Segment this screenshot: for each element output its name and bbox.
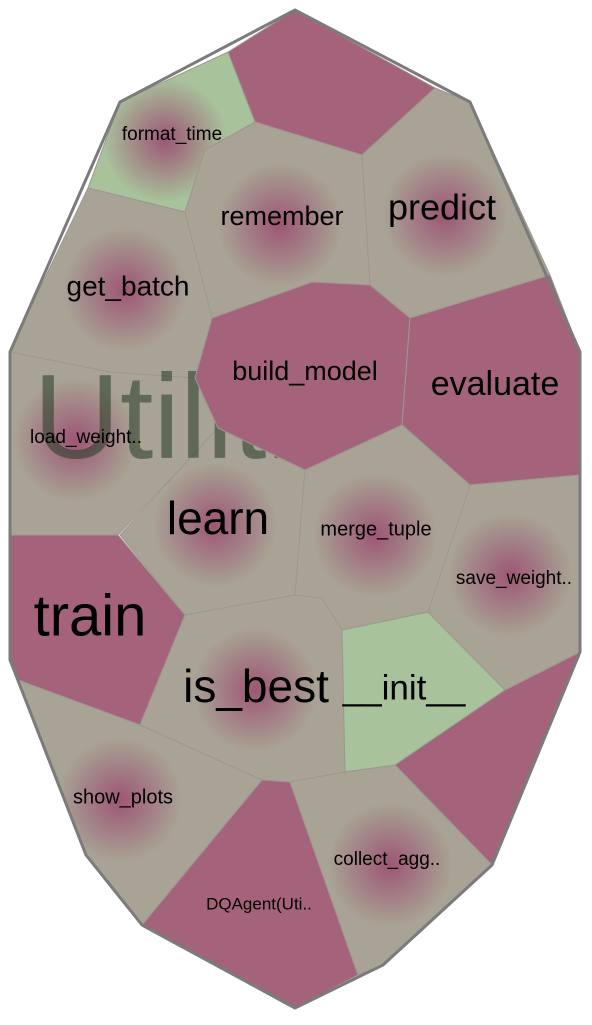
cell-label: DQAgent(Uti.. [206,894,312,913]
cell-label: get_batch [67,270,190,301]
cell-label: learn [167,492,269,544]
outer-boundary [8,8,582,1010]
cell-label: evaluate [431,365,560,403]
label-group: format_time remember predict get_batchbuild… [30,124,572,913]
upper-cell-group [9,9,581,1009]
cell-label: show_plots [73,786,173,808]
cell-label: format_time [122,124,222,145]
cell-merge-tuple [294,424,471,631]
lower-cell-group [194,274,581,691]
cell-label: __init__ [342,668,466,707]
cell-label: build_model [232,356,378,386]
cell-label: save_weight.. [456,568,572,589]
cell-label: load_weight.. [30,427,142,448]
cell-label: merge_tuple [320,518,431,540]
cell-label: collect_agg.. [334,849,441,870]
cell-label: train [34,583,147,648]
cell-label: predict [388,187,496,228]
cell-label: is_best [183,660,329,712]
cell-label: remember [220,201,343,231]
cell-save-weight [427,474,581,691]
